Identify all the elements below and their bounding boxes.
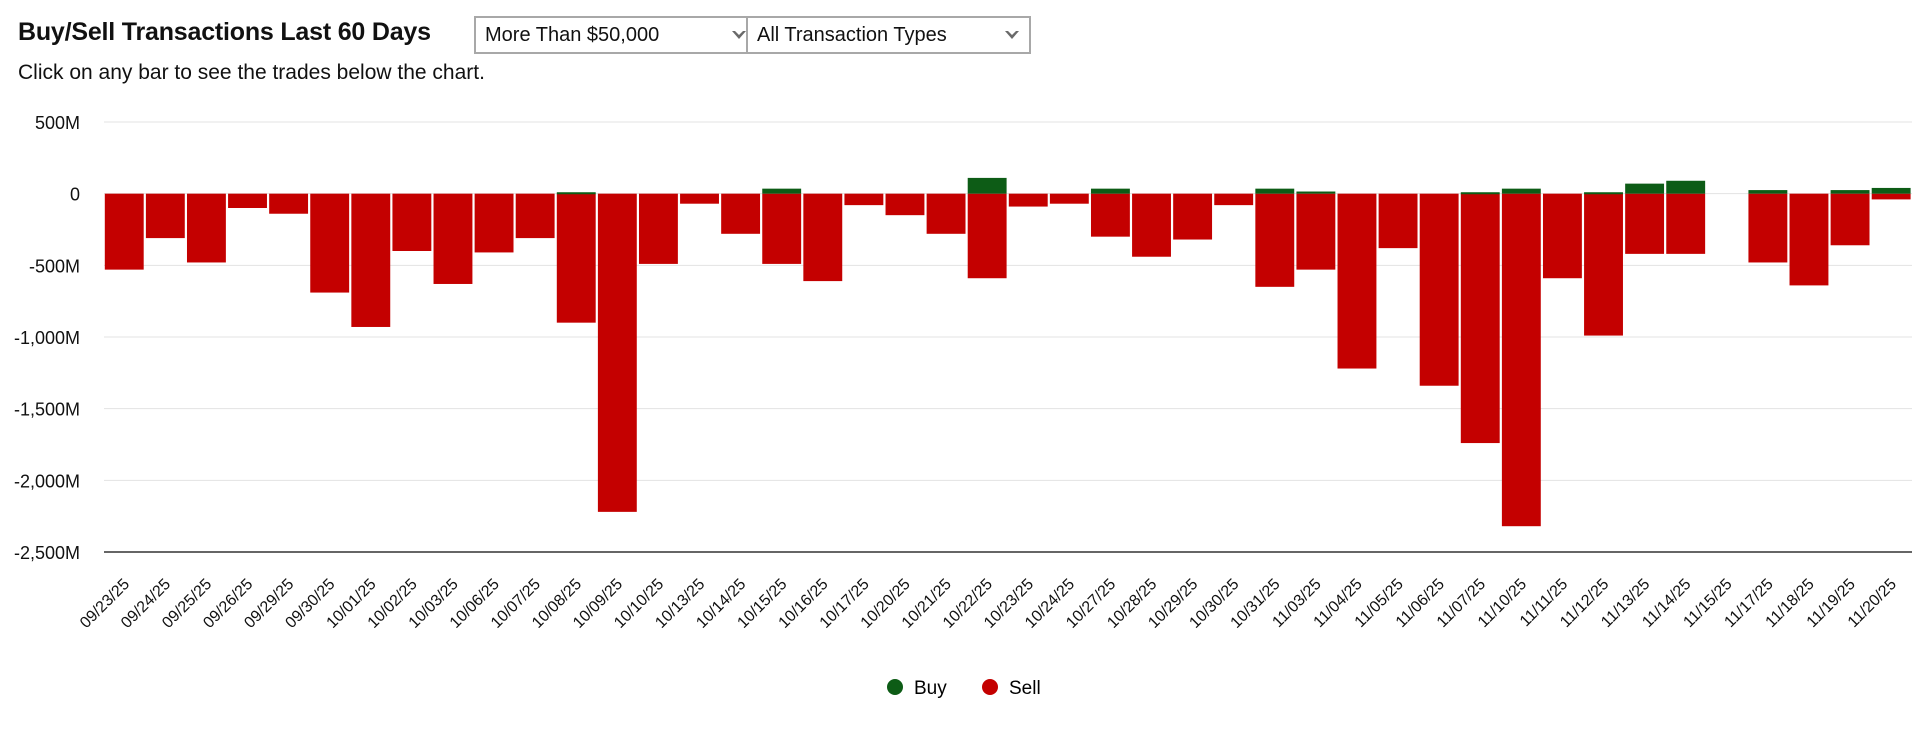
- bars: [104, 177, 1911, 527]
- legend-item-sell[interactable]: Sell: [982, 678, 1041, 699]
- bar-sell[interactable]: [1337, 193, 1377, 369]
- x-axis-tick-labels: 09/23/2509/24/2509/25/2509/26/2509/29/25…: [77, 576, 1900, 632]
- bar-buy[interactable]: [1460, 192, 1500, 195]
- bar-sell[interactable]: [1830, 193, 1870, 246]
- bar-sell[interactable]: [104, 193, 144, 270]
- bar-sell[interactable]: [762, 193, 802, 264]
- amount-filter-select[interactable]: More Than $50,000: [474, 16, 758, 54]
- y-tick-label: -1,000M: [14, 328, 80, 348]
- bar-sell[interactable]: [1378, 193, 1418, 249]
- transaction-type-value: All Transaction Types: [757, 24, 947, 46]
- bar-buy[interactable]: [1871, 187, 1911, 194]
- bar-sell[interactable]: [721, 193, 761, 234]
- bar-sell[interactable]: [1542, 193, 1582, 279]
- bar-sell[interactable]: [145, 193, 185, 239]
- bar-sell[interactable]: [680, 193, 719, 204]
- y-tick-label: -2,000M: [14, 471, 80, 491]
- grid-lines: [104, 121, 1912, 553]
- amount-filter-value: More Than $50,000: [485, 24, 660, 46]
- bar-sell[interactable]: [1789, 193, 1829, 286]
- bar-sell[interactable]: [351, 193, 391, 327]
- bar-sell[interactable]: [1049, 193, 1089, 204]
- bar-sell[interactable]: [515, 193, 555, 239]
- bar-buy[interactable]: [1501, 188, 1541, 194]
- chevron-down-icon: [1005, 31, 1019, 39]
- y-tick-label: 0: [70, 185, 80, 205]
- bar-sell[interactable]: [967, 193, 1007, 279]
- bar-buy[interactable]: [1584, 192, 1623, 195]
- bar-buy[interactable]: [1296, 191, 1336, 194]
- y-tick-label: -2,500M: [14, 543, 80, 563]
- bar-buy[interactable]: [1666, 180, 1706, 194]
- bar-sell[interactable]: [1419, 193, 1459, 386]
- bar-buy[interactable]: [967, 177, 1007, 194]
- bar-sell[interactable]: [392, 193, 432, 251]
- bar-sell[interactable]: [1296, 193, 1336, 270]
- bar-sell[interactable]: [885, 193, 925, 216]
- bar-buy[interactable]: [556, 192, 596, 195]
- bar-sell[interactable]: [1871, 193, 1911, 200]
- bar-sell[interactable]: [1501, 193, 1541, 527]
- bar-sell[interactable]: [803, 193, 843, 282]
- bar-sell[interactable]: [1625, 193, 1665, 254]
- bar-sell[interactable]: [1748, 193, 1788, 263]
- bar-sell[interactable]: [1666, 193, 1706, 254]
- legend-sell-marker: [982, 679, 998, 695]
- bar-buy[interactable]: [1830, 190, 1870, 194]
- chart-title: Buy/Sell Transactions Last 60 Days: [18, 18, 431, 46]
- bar-sell[interactable]: [1173, 193, 1213, 240]
- bar-sell[interactable]: [1090, 193, 1130, 237]
- bar-sell[interactable]: [1255, 193, 1295, 287]
- bar-sell[interactable]: [269, 193, 309, 214]
- bar-sell[interactable]: [926, 193, 966, 234]
- y-tick-label: -1,500M: [14, 400, 80, 420]
- bar-sell[interactable]: [1008, 193, 1048, 207]
- transaction-type-select[interactable]: All Transaction Types: [746, 16, 1031, 54]
- bar-sell[interactable]: [310, 193, 350, 293]
- legend-buy-marker: [887, 679, 903, 695]
- bar-buy[interactable]: [1090, 188, 1130, 194]
- bar-sell[interactable]: [186, 193, 226, 263]
- bar-sell[interactable]: [597, 193, 637, 512]
- y-axis-tick-labels: 500M 0 -500M -1,000M -1,500M -2,000M -2,500M: [14, 113, 80, 563]
- legend-item-buy[interactable]: Buy: [887, 678, 947, 699]
- bar-sell[interactable]: [1460, 193, 1500, 444]
- bar-sell[interactable]: [433, 193, 473, 284]
- bar-sell[interactable]: [844, 193, 884, 206]
- bar-sell[interactable]: [1584, 193, 1623, 336]
- chevron-down-icon: [732, 31, 746, 39]
- legend-sell-label: Sell: [1009, 678, 1041, 699]
- y-tick-label: -500M: [29, 256, 80, 276]
- bar-sell[interactable]: [556, 193, 596, 323]
- bar-buy[interactable]: [762, 188, 802, 194]
- buy-sell-bar-chart: 500M 0 -500M -1,000M -1,500M -2,000M -2,500M 0…: [14, 113, 1912, 699]
- y-tick-label: 500M: [35, 113, 80, 133]
- chart-legend: Buy Sell: [887, 678, 1041, 699]
- chart-header: Buy/Sell Transactions Last 60 Days Click…: [18, 16, 1898, 96]
- bar-buy[interactable]: [1625, 183, 1665, 194]
- bar-sell[interactable]: [1214, 193, 1254, 206]
- bar-buy[interactable]: [1255, 188, 1295, 194]
- chart-subtitle: Click on any bar to see the trades below…: [18, 61, 485, 84]
- legend-buy-label: Buy: [914, 678, 947, 699]
- bar-sell[interactable]: [228, 193, 267, 208]
- bar-buy[interactable]: [1748, 190, 1788, 194]
- bar-sell[interactable]: [638, 193, 678, 264]
- bar-sell[interactable]: [1132, 193, 1171, 257]
- bar-sell[interactable]: [474, 193, 514, 253]
